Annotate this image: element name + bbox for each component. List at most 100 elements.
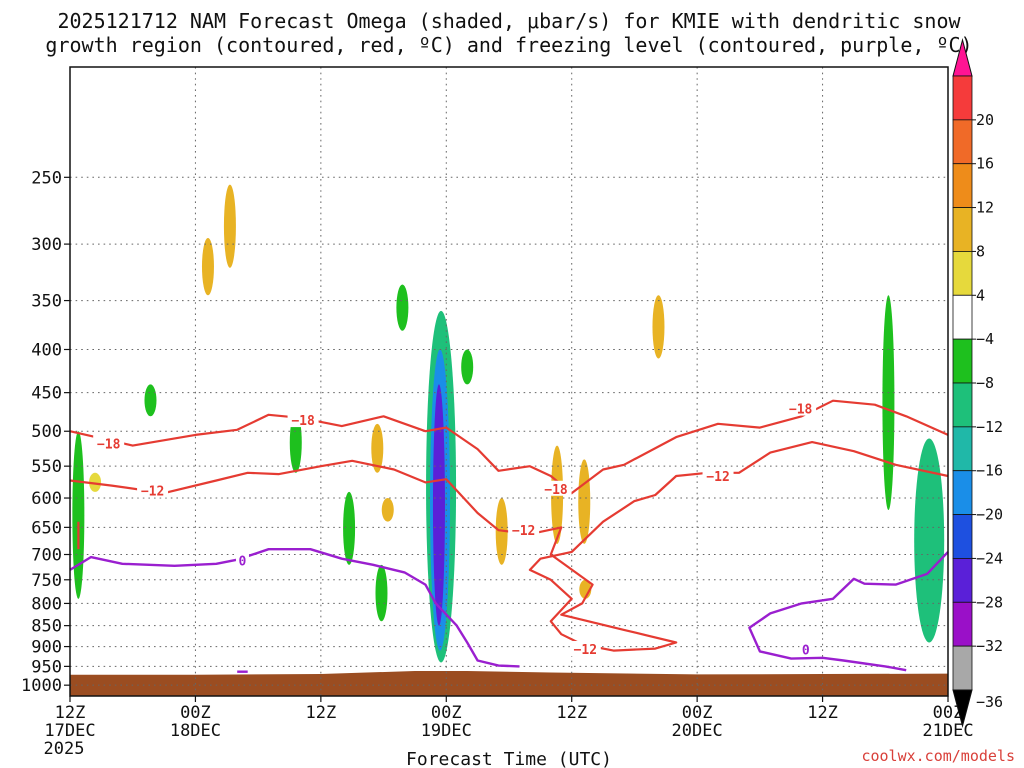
x-tick-label-84-2: 21DEC: [922, 721, 973, 741]
colorbar-bin-1: [952, 75, 973, 121]
x-tick-label-24-1: 12Z: [305, 703, 336, 723]
colorbar-label-8: −16: [976, 462, 1003, 480]
omega-blob-5: [289, 412, 302, 473]
omega-blob-13: [432, 384, 445, 626]
omega-shading-layer: [72, 184, 945, 663]
colorbar-bin-5: [952, 251, 973, 296]
colorbar-label-0: 20: [976, 111, 994, 129]
colorbar-label-2: 12: [976, 199, 994, 217]
x-tick-label-12-2: 18DEC: [170, 721, 221, 741]
x-tick-label-36-1: 00Z: [431, 703, 462, 723]
contour-label-0: −18: [97, 437, 121, 452]
contour-label-2: −18: [544, 483, 568, 498]
x-axis-title: Forecast Time (UTC): [406, 749, 612, 768]
contour-label-bg-8: [235, 552, 249, 568]
x-tick-label-0-1: 12Z: [55, 703, 86, 723]
omega-blob-6: [343, 491, 356, 565]
colorbar-bin-below-36: [952, 689, 973, 728]
colorbar-bin-9: [952, 426, 973, 472]
omega-blob-10: [396, 284, 409, 331]
credit-text: coolwx.com/models: [861, 747, 1015, 765]
x-tick-label-48-1: 12Z: [556, 703, 587, 723]
colorbar-label-13: −36: [976, 693, 1003, 711]
y-tick-label-450: 450: [31, 384, 62, 404]
colorbar-label-10: −24: [976, 549, 1003, 567]
y-tick-label-550: 550: [31, 457, 62, 477]
omega-blob-17: [578, 459, 591, 544]
colorbar-bin-13: [952, 601, 973, 647]
terrain-fill: [70, 670, 948, 696]
x-tick-label-72-1: 12Z: [807, 703, 838, 723]
y-tick-label-250: 250: [31, 168, 62, 188]
y-tick-label-800: 800: [31, 594, 62, 614]
y-tick-label-750: 750: [31, 571, 62, 591]
colorbar-label-7: −12: [976, 418, 1003, 436]
omega-blob-9: [375, 564, 388, 622]
y-tick-label-700: 700: [31, 546, 62, 566]
contour-label-bg-5: [508, 522, 540, 538]
omega-blob-8: [381, 498, 394, 522]
y-tick-label-600: 600: [31, 489, 62, 509]
contour-label-bg-3: [785, 400, 817, 416]
y-tick-label-350: 350: [31, 292, 62, 312]
contour-label-9: 0: [802, 643, 810, 658]
colorbar-label-6: −8: [976, 374, 994, 392]
colorbar-label-12: −32: [976, 637, 1003, 655]
y-tick-label-650: 650: [31, 518, 62, 538]
omega-blob-20: [882, 295, 895, 511]
colorbar-bin-6: [952, 294, 973, 340]
contour-label-1: −18: [291, 414, 315, 429]
contour-label-5: −12: [512, 524, 535, 539]
y-tick-label-500: 500: [31, 422, 62, 442]
x-tick-label-84-1: 00Z: [933, 703, 964, 723]
colorbar-label-11: −28: [976, 593, 1003, 611]
plot-area: −18 −18 −18 −18 −12 −12 −12 −12 0 0: [69, 66, 949, 697]
x-tick-label-60-2: 20DEC: [672, 721, 723, 741]
omega-blob-7: [371, 423, 384, 473]
y-tick-label-950: 950: [31, 657, 62, 677]
y-tick-label-300: 300: [31, 235, 62, 255]
contour-label-4: −12: [141, 485, 164, 500]
y-tick-label-400: 400: [31, 340, 62, 360]
chart-title-line-1: 2025121712 NAM Forecast Omega (shaded, μ…: [57, 9, 961, 33]
omega-blob-2: [144, 384, 157, 417]
omega-blob-14: [461, 349, 474, 385]
contour-label-bg-2: [540, 480, 572, 496]
omega-blob-1: [89, 472, 102, 492]
contour-layer: [69, 399, 949, 673]
y-tick-label-850: 850: [31, 617, 62, 637]
y-tick-label-900: 900: [31, 638, 62, 658]
contour-label-bg-1: [287, 412, 319, 428]
colorbar-bin-3: [952, 163, 973, 208]
colorbar-label-9: −20: [976, 506, 1003, 524]
omega-blob-4: [223, 184, 236, 268]
x-tick-label-36-2: 19DEC: [421, 721, 472, 741]
contour-label-7: −12: [706, 470, 729, 485]
contour-label-bg-7: [702, 468, 734, 484]
freezing-level-contour-2: [748, 551, 949, 672]
colorbar-label-4: 4: [976, 286, 985, 304]
contour-label-bg-9: [799, 641, 813, 657]
colorbar: 20 16 12 8 4 −4 −8 −12 −16 −20 −24 −28 −32 −36: [952, 38, 1003, 728]
colorbar-label-5: −4: [976, 330, 994, 348]
plot-frame: [69, 66, 949, 697]
colorbar-bin-7: [952, 338, 973, 384]
colorbar-label-1: 16: [976, 155, 994, 173]
omega-blob-21: [914, 438, 945, 643]
contour-label-6: −12: [574, 643, 597, 658]
chart-title-line-2: growth region (contoured, red, ºC) and f…: [45, 33, 972, 57]
contour-labels: −18 −18 −18 −18 −12 −12 −12 −12 0 0: [93, 400, 817, 658]
y-axis-ticks: 2503003504004505005506006507007508008509…: [21, 168, 70, 696]
x-tick-label-0-3: 2025: [44, 739, 85, 759]
colorbar-bin-8: [952, 382, 973, 428]
x-tick-label-0-2: 17DEC: [44, 721, 95, 741]
contour-label-3: −18: [789, 403, 813, 418]
colorbar-bin-2: [952, 119, 973, 165]
colorbar-bin-11: [952, 514, 973, 559]
contour-label-bg-4: [137, 482, 169, 498]
contour-label-8: 0: [239, 555, 247, 570]
omega-blob-19: [652, 295, 665, 359]
